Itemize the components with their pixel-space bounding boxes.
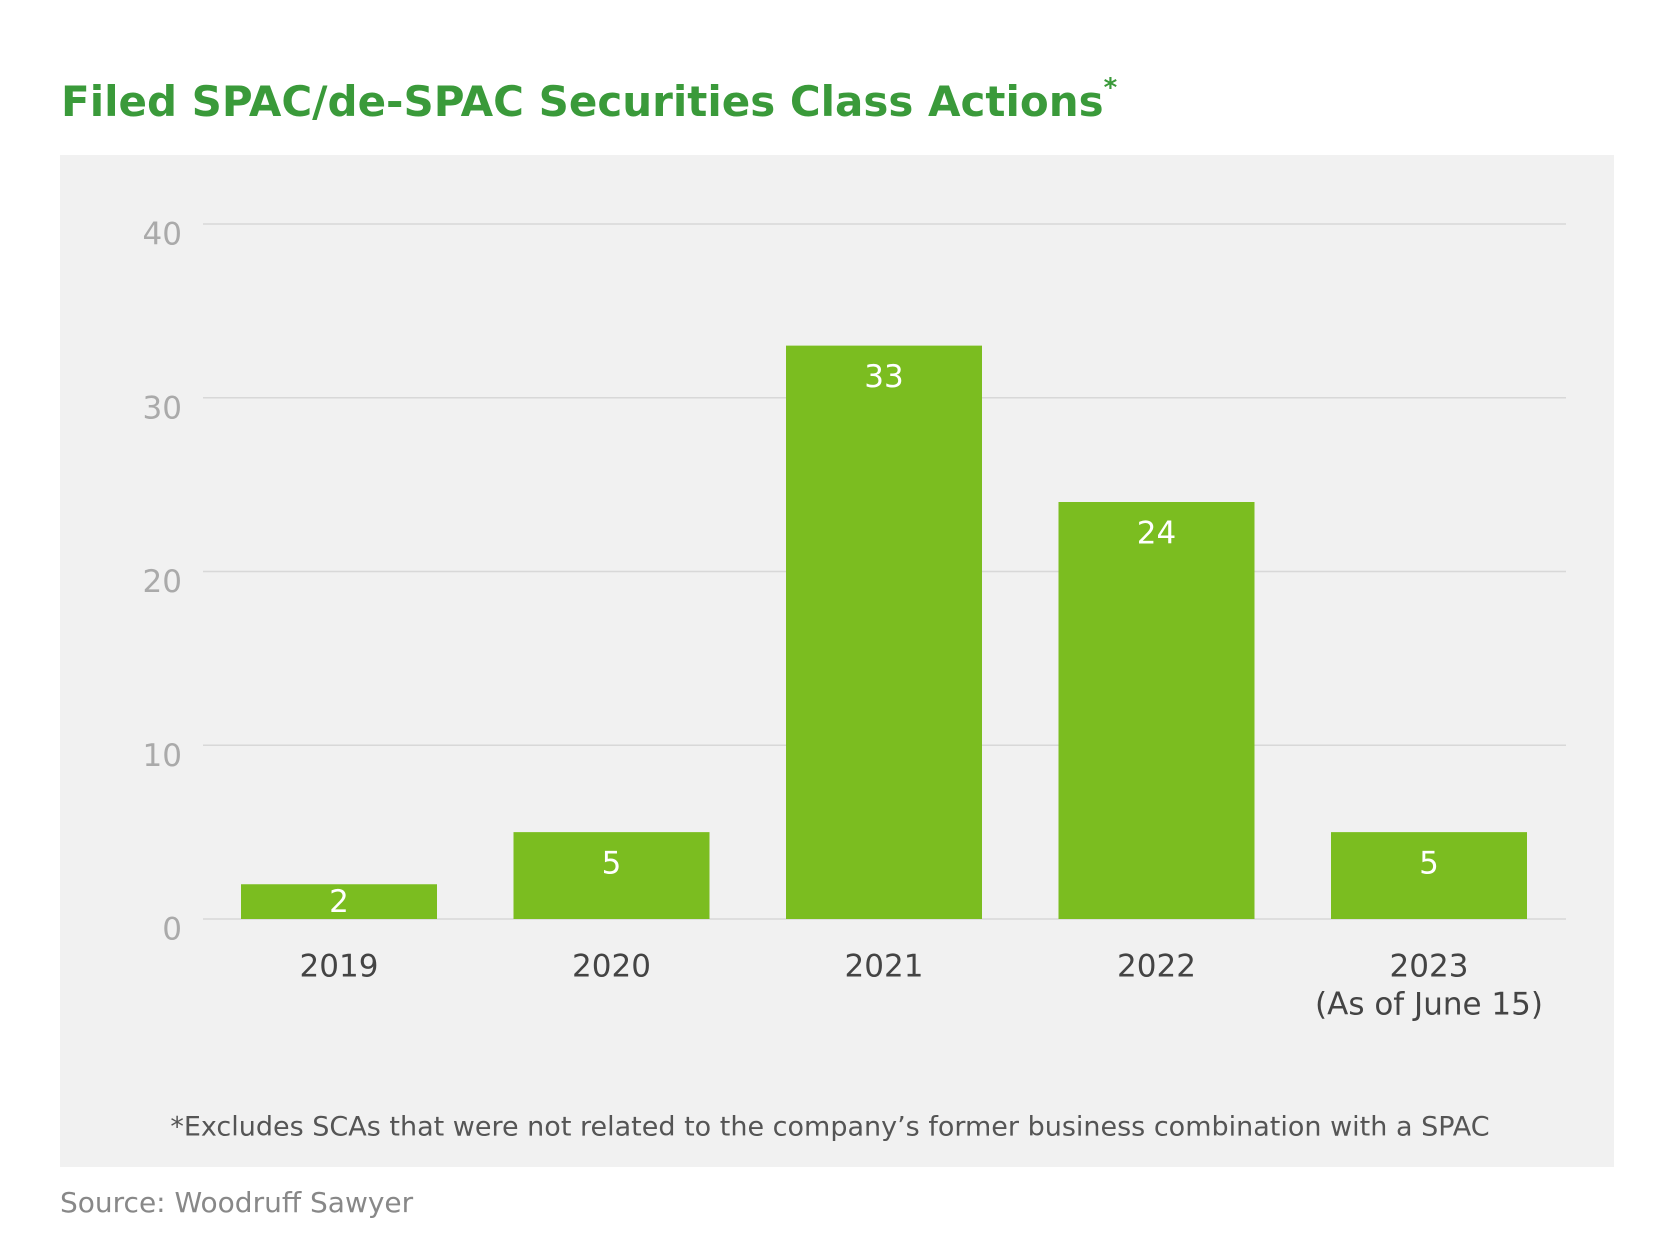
value-label: 5 bbox=[1419, 846, 1439, 882]
y-tick-label: 20 bbox=[143, 564, 182, 600]
bar bbox=[786, 345, 982, 919]
y-tick-label: 40 bbox=[143, 217, 182, 253]
value-label: 5 bbox=[602, 846, 622, 882]
title-text: Filed SPAC/de-SPAC Securities Class Acti… bbox=[61, 77, 1104, 126]
x-tick-label: 2020 bbox=[572, 949, 651, 985]
value-label: 24 bbox=[1137, 516, 1176, 552]
bar bbox=[241, 884, 437, 919]
x-tick-note: (As of June 15) bbox=[1315, 987, 1543, 1023]
title-marker: * bbox=[1104, 73, 1118, 103]
y-tick-label: 30 bbox=[143, 390, 182, 426]
x-tick-label: 2022 bbox=[1117, 949, 1196, 985]
bar bbox=[1058, 502, 1255, 919]
value-label: 2 bbox=[329, 884, 349, 920]
chart-title: Filed SPAC/de-SPAC Securities Class Acti… bbox=[61, 73, 1118, 126]
value-label: 33 bbox=[864, 359, 903, 395]
bar bbox=[513, 832, 710, 919]
footnote: *Excludes SCAs that were not related to … bbox=[170, 1112, 1489, 1143]
x-tick-label: 2021 bbox=[845, 949, 924, 985]
x-tick-label: 2019 bbox=[300, 949, 379, 985]
y-tick-label: 10 bbox=[143, 738, 182, 774]
bar bbox=[1331, 832, 1527, 919]
source: Source: Woodruff Sawyer bbox=[60, 1186, 414, 1219]
x-tick-label: 2023 bbox=[1390, 949, 1469, 985]
y-tick-label: 0 bbox=[162, 912, 182, 948]
